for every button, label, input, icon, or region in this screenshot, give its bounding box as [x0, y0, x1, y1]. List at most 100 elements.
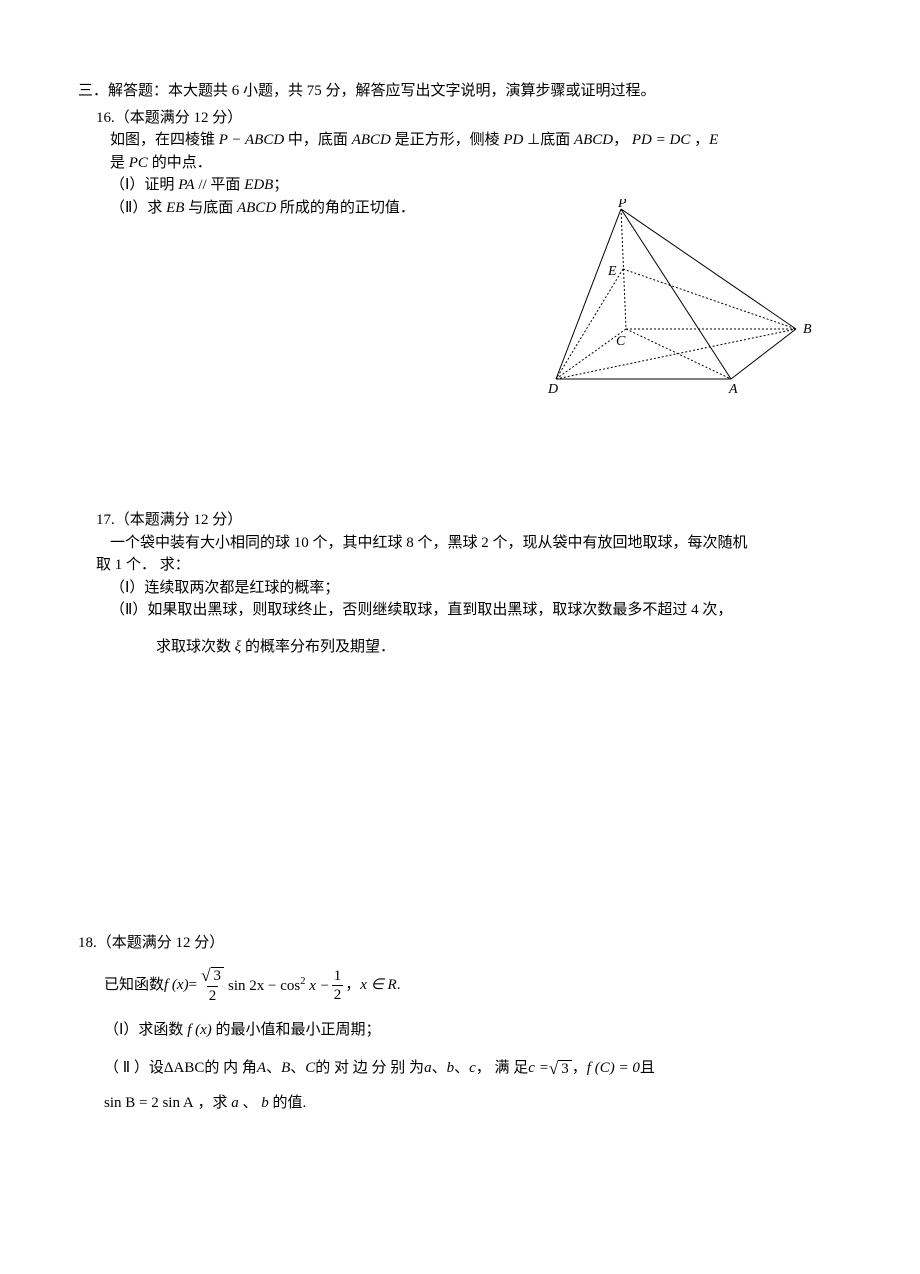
t: 的最小值和最小正周期； — [212, 1022, 381, 1038]
t: ； — [273, 177, 288, 193]
b: b — [447, 1057, 455, 1080]
label-D: D — [547, 382, 558, 397]
p18-number: 18. — [78, 935, 97, 951]
p18-points: （本题满分 12 分） — [97, 935, 225, 951]
n: 1 — [332, 968, 344, 986]
fx: f (x) — [164, 974, 189, 997]
ceq: c = — [528, 1057, 549, 1080]
sin2x: sin 2x − cos2 x − — [228, 974, 330, 998]
p17-body: 一个袋中装有大小相同的球 10 个，其中红球 8 个，黑球 2 个，现从袋中有放… — [110, 532, 842, 555]
t: （Ⅱ）求 — [110, 200, 166, 216]
t: 、 — [432, 1057, 447, 1080]
t: 的概率分布列及期望． — [241, 639, 395, 655]
p17-number: 17. — [96, 512, 115, 528]
expr: ABCD — [237, 200, 276, 216]
p17-points: （本题满分 12 分） — [115, 512, 243, 528]
p17-line2: 取 1 个． 求： — [96, 554, 842, 577]
expr: PA — [178, 177, 194, 193]
t: sin 2x − cos — [228, 978, 300, 994]
expr: ABCD — [574, 132, 613, 148]
t: ， — [613, 132, 632, 148]
t: 如图，在四棱锥 — [110, 132, 219, 148]
t: 的 内 角 — [204, 1057, 257, 1080]
spacer — [78, 429, 842, 509]
section-heading: 三．解答题：本大题共 6 小题，共 75 分，解答应写出文字说明，演算步骤或证明… — [78, 80, 842, 103]
d: 2 — [207, 986, 219, 1005]
domain: x ∈ R — [360, 974, 396, 997]
A: A — [257, 1057, 266, 1080]
t: 是 — [110, 155, 129, 171]
t: 求取球次数 — [156, 639, 235, 655]
d: 2 — [332, 985, 344, 1004]
p16-number: 16. — [96, 110, 115, 126]
label-C: C — [616, 334, 626, 349]
expr: P − ABCD — [219, 132, 284, 148]
p16-points: （本题满分 12 分） — [115, 110, 243, 126]
p16-part1: （Ⅰ）证明 PA // 平面 EDB； — [110, 174, 842, 197]
t: 、 — [243, 1095, 262, 1111]
p16-line2: 是 PC 的中点． — [110, 152, 842, 175]
expr: ABCD — [352, 132, 391, 148]
t: ， — [690, 132, 709, 148]
a: a — [424, 1057, 432, 1080]
sinrel: sin B = 2 sin A — [104, 1095, 194, 1111]
t: 与底面 — [184, 200, 237, 216]
t: （Ⅰ）求函数 — [104, 1022, 187, 1038]
t: x − — [306, 978, 330, 994]
expr: PD — [503, 132, 523, 148]
frac-sqrt3-over-2: √3 2 — [199, 967, 226, 1005]
p18-part2-l2: sin B = 2 sin A ，求 a 、 b 的值. — [104, 1092, 842, 1115]
p16-header: 16.（本题满分 12 分） — [96, 107, 842, 130]
t: ， — [345, 974, 360, 997]
p16-line1: 如图，在四棱锥 P − ABCD 中，底面 ABCD 是正方形，侧棱 PD ⊥底… — [110, 129, 842, 152]
expr: EDB — [244, 177, 273, 193]
label-P: P — [617, 199, 627, 211]
n: 3 — [211, 967, 225, 985]
problem-16: 16.（本题满分 12 分） 如图，在四棱锥 P − ABCD 中，底面 ABC… — [96, 107, 842, 400]
p17-part1: （Ⅰ）连续取两次都是红球的概率； — [110, 577, 842, 600]
p17-part2: （Ⅱ）如果取出黑球，则取球终止，否则继续取球，直到取出黑球，取球次数最多不超过 … — [110, 599, 842, 622]
t: 且 — [640, 1057, 655, 1080]
t: 是正方形，侧棱 — [391, 132, 504, 148]
fx: f (x) — [187, 1022, 212, 1038]
t: ， — [572, 1057, 587, 1080]
C: C — [305, 1057, 315, 1080]
rad: 3 — [558, 1060, 572, 1078]
a: a — [231, 1095, 239, 1111]
problem-18: 18.（本题满分 12 分） 已知函数 f (x) = √3 2 sin 2x … — [78, 932, 842, 1114]
p17-line1: 一个袋中装有大小相同的球 10 个，其中红球 8 个，黑球 2 个，现从袋中有放… — [110, 532, 842, 555]
p18-header: 18.（本题满分 12 分） — [78, 932, 842, 955]
expr: E — [709, 132, 718, 148]
t: 的值. — [273, 1095, 307, 1111]
t: （Ⅰ）证明 — [110, 177, 178, 193]
section-heading-text: 三．解答题：本大题共 6 小题，共 75 分，解答应写出文字说明，演算步骤或证明… — [78, 83, 656, 99]
t: 、 — [454, 1057, 469, 1080]
t: . — [397, 974, 401, 997]
t: 已知函数 — [104, 974, 164, 997]
t: 的 对 边 分 别 为 — [315, 1057, 424, 1080]
t: 的中点． — [148, 155, 212, 171]
p18-part1: （Ⅰ）求函数 f (x) 的最小值和最小正周期； — [104, 1019, 842, 1042]
t: （ Ⅱ ）设 — [104, 1057, 164, 1080]
t: 、 — [290, 1057, 305, 1080]
p17-header: 17.（本题满分 12 分） — [96, 509, 842, 532]
tri: ΔABC — [164, 1057, 205, 1080]
t: ， 满 足 — [476, 1057, 529, 1080]
p18-part2-l1: （ Ⅱ ）设 ΔABC 的 内 角 A 、 B 、 C 的 对 边 分 别 为 … — [104, 1057, 842, 1080]
t: ⊥底面 — [523, 132, 574, 148]
t: // 平面 — [195, 177, 245, 193]
problem-17: 17.（本题满分 12 分） 一个袋中装有大小相同的球 10 个，其中红球 8 … — [96, 509, 842, 658]
label-E: E — [607, 264, 617, 279]
expr: PD = DC — [632, 132, 690, 148]
eq: = — [189, 974, 197, 997]
label-B: B — [803, 322, 812, 337]
frac-1-over-2: 1 2 — [332, 968, 344, 1004]
p17-part2b: 求取球次数 ξ 的概率分布列及期望． — [156, 636, 842, 659]
label-A: A — [728, 382, 738, 397]
t: 、 — [266, 1057, 281, 1080]
expr: PC — [129, 155, 148, 171]
t: 中，底面 — [284, 132, 352, 148]
sqrt3: √3 — [549, 1060, 572, 1078]
b: b — [261, 1095, 269, 1111]
t: 所成的角的正切值． — [276, 200, 415, 216]
